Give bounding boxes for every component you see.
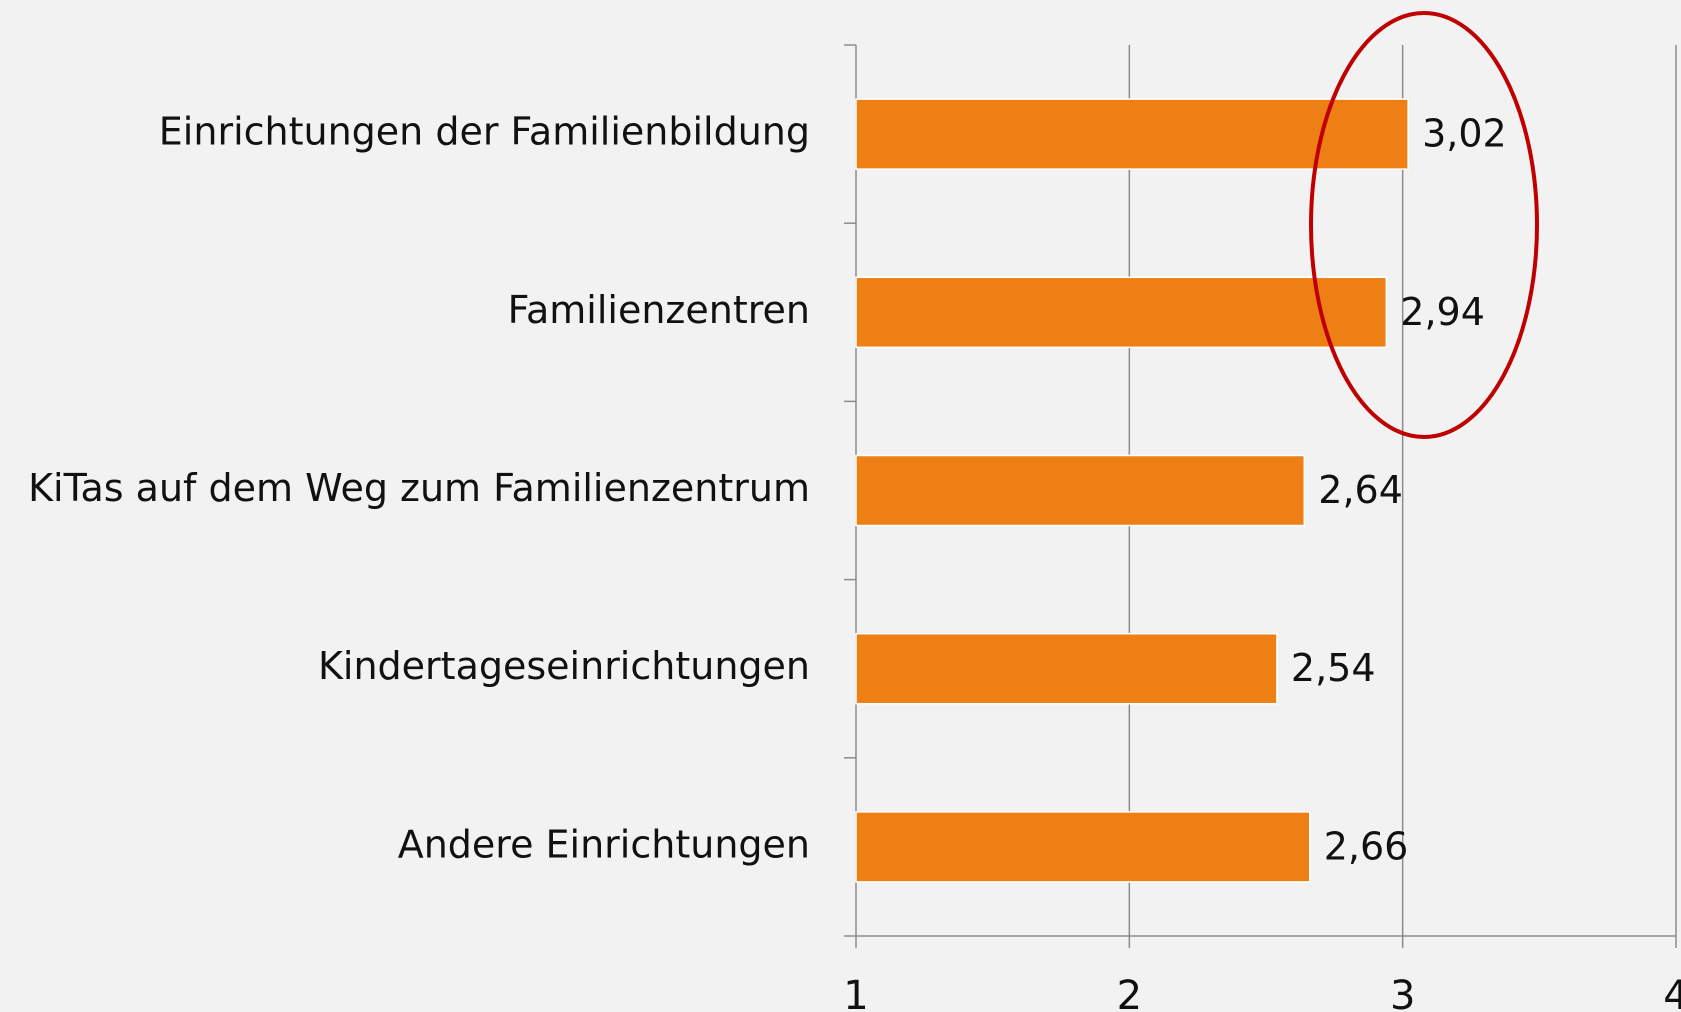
y-tick-label: Familienzentren (508, 288, 810, 332)
y-tick-label: Andere Einrichtungen (398, 822, 810, 866)
x-tick-label: 3 (1390, 973, 1415, 1012)
y-tick-label: Einrichtungen der Familienbildung (159, 110, 810, 154)
data-label: 2,64 (1318, 468, 1403, 512)
data-label: 2,54 (1291, 646, 1376, 690)
data-label: 2,66 (1324, 824, 1409, 868)
data-label: 3,02 (1422, 112, 1507, 156)
highlight-ellipse (1309, 11, 1539, 439)
x-tick-label: 2 (1117, 973, 1142, 1012)
bar (855, 276, 1388, 349)
bar (855, 811, 1311, 883)
y-tick-label: Kindertageseinrichtungen (318, 644, 810, 688)
bar (855, 454, 1306, 527)
bar (855, 98, 1409, 170)
data-label: 2,94 (1400, 290, 1485, 334)
x-tick-label: 4 (1663, 973, 1681, 1012)
y-tick-label: KiTas auf dem Weg zum Familienzentrum (28, 466, 810, 510)
x-tick-label: 1 (843, 973, 868, 1012)
bar (855, 632, 1278, 705)
